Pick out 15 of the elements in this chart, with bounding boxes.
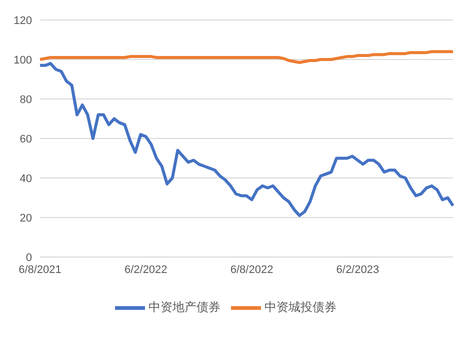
legend-label: 中资城投债券 — [264, 300, 336, 314]
x-tick-label: 6/2/2023 — [336, 264, 380, 276]
y-tick-label: 60 — [20, 133, 32, 146]
y-tick-label: 120 — [14, 14, 32, 27]
y-tick-label: 40 — [20, 172, 32, 185]
line-series — [38, 50, 454, 64]
x-tick-label: 6/8/2022 — [230, 264, 274, 276]
x-tick-label: 6/8/2021 — [18, 264, 62, 276]
y-tick-label: 0 — [26, 252, 32, 264]
y-tick-label: 100 — [14, 54, 32, 66]
line-series — [38, 62, 454, 218]
x-tick-label: 6/2/2022 — [124, 264, 168, 276]
y-tick-label: 20 — [20, 212, 32, 224]
legend-label: 中资地产债券 — [148, 300, 220, 314]
y-tick-label: 80 — [20, 94, 32, 106]
